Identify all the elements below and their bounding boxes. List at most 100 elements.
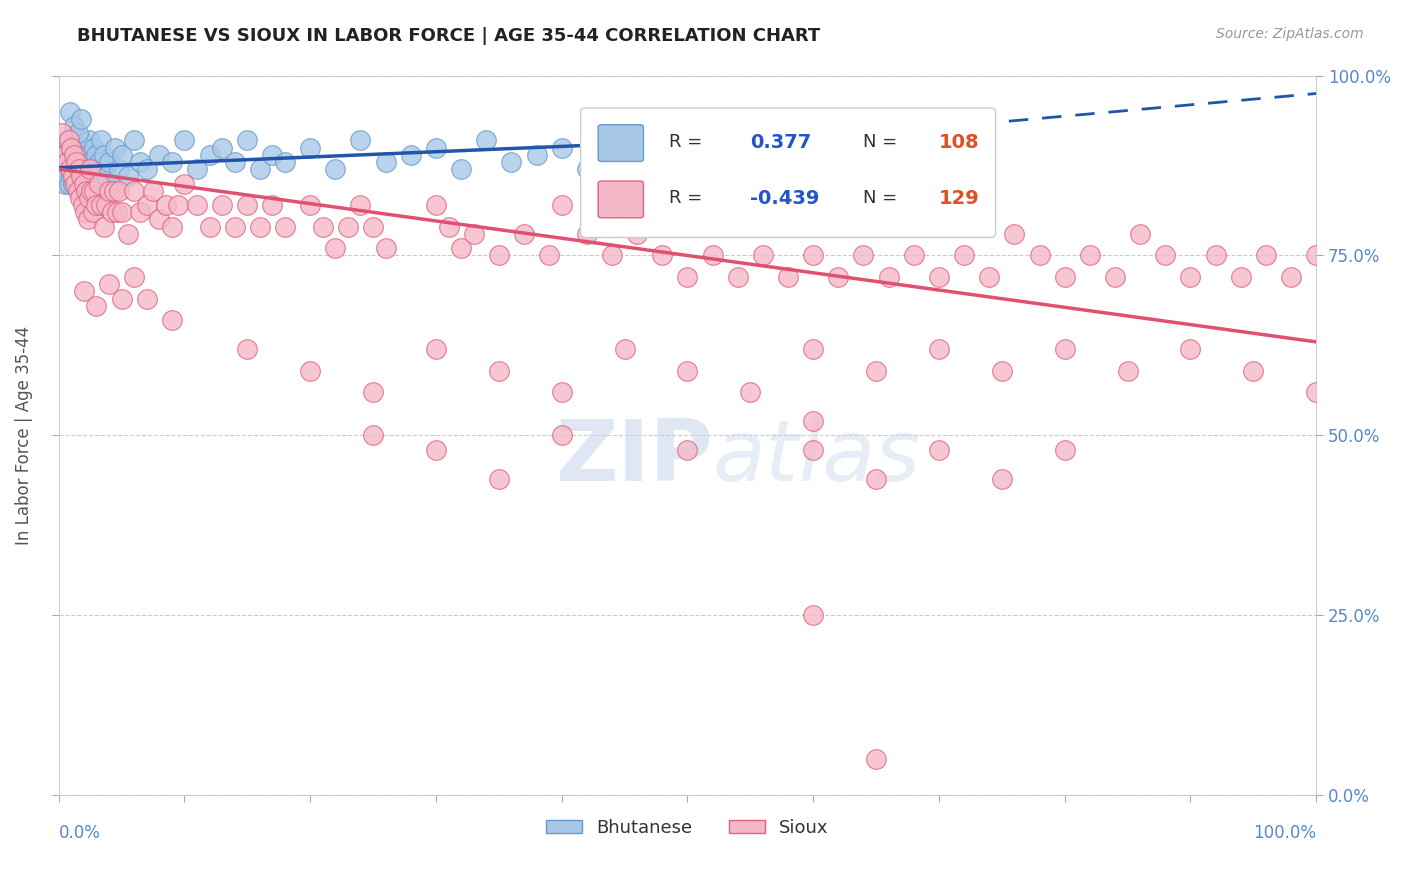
Point xyxy=(75,184,97,198)
Point xyxy=(325,162,347,177)
Point xyxy=(52,169,75,184)
Point xyxy=(374,155,396,169)
Point xyxy=(55,147,77,161)
Point xyxy=(58,177,80,191)
Point xyxy=(852,133,875,147)
Point xyxy=(63,147,86,161)
Text: 0.377: 0.377 xyxy=(751,133,811,152)
Point xyxy=(236,342,259,356)
Point xyxy=(66,162,89,177)
Point xyxy=(90,133,112,147)
Point xyxy=(98,155,121,169)
Point xyxy=(1305,248,1327,262)
Point xyxy=(100,205,122,219)
Point xyxy=(56,155,79,169)
Text: 108: 108 xyxy=(939,133,980,152)
Point xyxy=(84,162,107,177)
Point xyxy=(72,198,94,212)
Point xyxy=(122,270,145,285)
Point xyxy=(90,198,112,212)
Point xyxy=(75,169,97,184)
Point xyxy=(274,219,297,234)
Point xyxy=(801,414,824,428)
Point xyxy=(73,177,96,191)
Point xyxy=(865,364,887,378)
Point xyxy=(76,155,98,169)
Point xyxy=(67,169,90,184)
Point xyxy=(110,292,132,306)
Point xyxy=(93,147,115,161)
Point xyxy=(160,219,183,234)
Point xyxy=(73,285,96,299)
Point xyxy=(928,442,950,457)
Point xyxy=(70,169,93,184)
Point xyxy=(626,155,648,169)
Point xyxy=(249,219,271,234)
Point xyxy=(96,198,118,212)
Point xyxy=(89,177,111,191)
Point xyxy=(70,112,93,126)
Text: R =: R = xyxy=(669,133,702,151)
Point xyxy=(299,198,322,212)
Point xyxy=(72,169,94,184)
Point xyxy=(852,248,875,262)
Point xyxy=(67,147,90,161)
Point xyxy=(51,126,73,140)
Point xyxy=(75,205,97,219)
Point xyxy=(75,162,97,177)
Point xyxy=(1078,248,1101,262)
Point xyxy=(903,147,925,161)
Point xyxy=(87,155,110,169)
Point xyxy=(69,191,91,205)
Point xyxy=(374,241,396,255)
Point xyxy=(600,133,623,147)
Point xyxy=(56,133,79,147)
Text: 129: 129 xyxy=(939,189,980,208)
Point xyxy=(69,177,91,191)
Point xyxy=(82,205,104,219)
Point xyxy=(877,155,900,169)
Point xyxy=(1254,248,1277,262)
Point xyxy=(727,133,749,147)
Point xyxy=(198,219,221,234)
Point xyxy=(51,162,73,177)
Point xyxy=(475,133,498,147)
Point xyxy=(349,133,371,147)
Point xyxy=(122,184,145,198)
Point xyxy=(104,140,127,154)
FancyBboxPatch shape xyxy=(598,181,644,218)
Point xyxy=(52,140,75,154)
Point xyxy=(186,162,208,177)
Point xyxy=(77,133,100,147)
Point xyxy=(513,227,536,241)
Point xyxy=(105,205,128,219)
Point xyxy=(186,198,208,212)
Point xyxy=(1053,442,1076,457)
Point xyxy=(361,385,384,400)
FancyBboxPatch shape xyxy=(598,125,644,161)
Text: 0.0%: 0.0% xyxy=(59,824,101,842)
Point xyxy=(173,133,195,147)
Point xyxy=(103,184,125,198)
Point xyxy=(336,219,359,234)
Point xyxy=(450,241,472,255)
Point xyxy=(1053,270,1076,285)
Point xyxy=(1305,385,1327,400)
Point xyxy=(752,155,775,169)
Point xyxy=(249,162,271,177)
Point xyxy=(70,162,93,177)
Point xyxy=(1205,248,1227,262)
Point xyxy=(73,177,96,191)
Point xyxy=(76,177,98,191)
Point xyxy=(702,162,724,177)
Point xyxy=(425,342,447,356)
Point xyxy=(224,219,246,234)
Point xyxy=(211,198,233,212)
Y-axis label: In Labor Force | Age 35-44: In Labor Force | Age 35-44 xyxy=(15,326,32,545)
Point xyxy=(86,299,108,313)
Legend: Bhutanese, Sioux: Bhutanese, Sioux xyxy=(538,812,837,844)
Point xyxy=(60,147,83,161)
Point xyxy=(135,292,157,306)
Point xyxy=(98,184,121,198)
Text: ZIP: ZIP xyxy=(555,416,713,499)
